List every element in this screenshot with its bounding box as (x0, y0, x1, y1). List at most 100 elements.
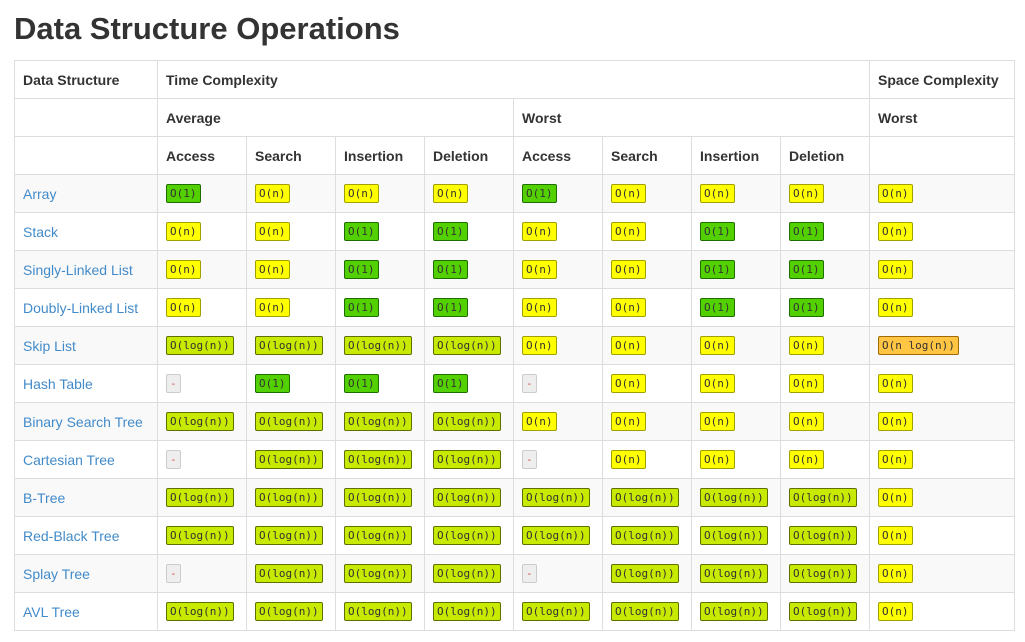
complexity-cell: O(log(n)) (513, 516, 603, 555)
complexity-badge: - (522, 564, 537, 583)
complexity-cell: O(n) (779, 402, 871, 441)
complexity-badge: O(n) (878, 222, 913, 241)
complexity-cell: O(n) (513, 212, 603, 251)
complexity-badge: O(1) (789, 222, 824, 241)
complexity-badge: O(n) (166, 222, 201, 241)
complexity-cell: O(n) (691, 364, 781, 403)
complexity-badge: O(n) (700, 374, 735, 393)
complexity-cell: O(log(n)) (335, 554, 425, 593)
data-structure-link[interactable]: Stack (23, 223, 59, 240)
complexity-badge: O(n) (700, 412, 735, 431)
complexity-badge: O(n) (611, 222, 646, 241)
complexity-cell: O(1) (246, 364, 336, 403)
complexity-cell: O(n) (602, 212, 692, 251)
header-time-complexity: Time Complexity (156, 60, 871, 99)
complexity-badge: O(log(n)) (255, 526, 323, 545)
data-structure-cell: Singly-Linked List (14, 250, 158, 289)
complexity-badge: O(log(n)) (611, 564, 679, 583)
complexity-badge: O(n) (166, 260, 201, 279)
complexity-badge: O(n) (878, 564, 913, 583)
complexity-badge: O(log(n)) (700, 488, 768, 507)
complexity-badge: O(log(n)) (522, 526, 590, 545)
data-structure-link[interactable]: Cartesian Tree (23, 451, 115, 468)
data-structure-link[interactable]: Skip List (23, 337, 76, 354)
complexity-cell: O(n) (602, 326, 692, 365)
complexity-badge: O(log(n)) (700, 602, 768, 621)
complexity-badge: O(log(n)) (700, 564, 768, 583)
page-title: Data Structure Operations (14, 11, 400, 46)
complexity-cell: O(n) (602, 174, 692, 213)
complexity-cell: O(log(n)) (335, 440, 425, 479)
complexity-cell: O(log(n)) (602, 478, 692, 517)
complexity-cell: O(n) (424, 174, 514, 213)
complexity-badge: O(n) (878, 184, 913, 203)
data-structure-link[interactable]: Hash Table (23, 375, 93, 392)
complexity-cell: O(1) (691, 250, 781, 289)
header-empty (14, 136, 158, 175)
header-space-complexity: Space Complexity (869, 60, 1016, 99)
data-structure-link[interactable]: Binary Search Tree (23, 413, 143, 430)
data-structure-link[interactable]: Splay Tree (23, 565, 90, 582)
complexity-badge: O(n) (789, 412, 824, 431)
complexity-badge: O(log(n)) (433, 412, 501, 431)
complexity-badge: O(log(n)) (344, 450, 412, 469)
data-structure-link[interactable]: Singly-Linked List (23, 261, 133, 278)
complexity-badge: O(log(n)) (611, 488, 679, 507)
complexity-badge: O(n) (611, 184, 646, 203)
complexity-badge: O(log(n)) (166, 488, 234, 507)
complexity-cell: O(1) (691, 288, 781, 327)
table-row: Stack O(n) O(n) O(1) O(1) O(n) O(n) O(1) O(1) O(n… (14, 212, 1016, 251)
complexity-badge: O(n) (522, 260, 557, 279)
complexity-badge: O(log(n)) (433, 450, 501, 469)
complexity-badge: O(n) (611, 298, 646, 317)
complexity-badge: O(n) (789, 336, 824, 355)
complexity-cell: O(log(n)) (691, 478, 781, 517)
complexity-cell: O(log(n)) (691, 516, 781, 555)
complexity-cell: O(log(n)) (424, 478, 514, 517)
complexity-cell: O(log(n)) (424, 440, 514, 479)
complexity-badge: O(n) (789, 184, 824, 203)
complexity-cell: O(n) (602, 402, 692, 441)
complexity-badge: O(n) (522, 336, 557, 355)
data-structure-link[interactable]: B-Tree (23, 489, 66, 506)
complexity-badge: O(1) (433, 222, 468, 241)
data-structure-link[interactable]: Array (23, 185, 57, 202)
complexity-badge: O(n) (878, 298, 913, 317)
complexity-cell: - (513, 440, 603, 479)
complexity-cell: O(n) (869, 440, 1016, 479)
complexity-badge: O(log(n)) (789, 564, 857, 583)
data-structure-link[interactable]: AVL Tree (23, 603, 80, 620)
complexity-cell: O(n) (779, 440, 871, 479)
complexity-cell: O(log(n)) (246, 326, 336, 365)
complexity-cell: O(log(n)) (424, 554, 514, 593)
complexity-badge: O(n log(n)) (878, 336, 959, 355)
complexity-cell: O(log(n)) (779, 478, 871, 517)
data-structure-link[interactable]: Red-Black Tree (23, 527, 120, 544)
complexity-badge: O(n) (700, 450, 735, 469)
complexity-cell: O(n) (602, 364, 692, 403)
table-row: Red-Black Tree O(log(n)) O(log(n)) O(log(n)… (14, 516, 1016, 555)
complexity-cell: O(n) (246, 212, 336, 251)
complexity-badge: O(1) (344, 222, 379, 241)
header-empty (869, 136, 1016, 175)
complexity-badge: O(log(n)) (611, 526, 679, 545)
header-op: Search (246, 136, 336, 175)
complexity-badge: - (522, 374, 537, 393)
complexity-badge: O(n) (255, 184, 290, 203)
header-empty (14, 98, 158, 137)
complexity-badge: O(n) (255, 298, 290, 317)
header-data-structure: Data Structure (14, 60, 158, 99)
complexity-badge: O(log(n)) (344, 412, 412, 431)
complexity-badge: O(1) (700, 260, 735, 279)
header-op: Access (513, 136, 603, 175)
data-structure-cell: Doubly-Linked List (14, 288, 158, 327)
complexity-badge: O(1) (344, 260, 379, 279)
complexity-cell: O(n) (779, 174, 871, 213)
complexity-cell: O(n) (869, 364, 1016, 403)
data-structure-link[interactable]: Doubly-Linked List (23, 299, 139, 316)
complexity-cell: O(log(n)) (335, 326, 425, 365)
complexity-badge: O(log(n)) (255, 602, 323, 621)
complexity-cell: O(n) (335, 174, 425, 213)
complexity-badge: O(log(n)) (255, 488, 323, 507)
header-op: Deletion (424, 136, 514, 175)
